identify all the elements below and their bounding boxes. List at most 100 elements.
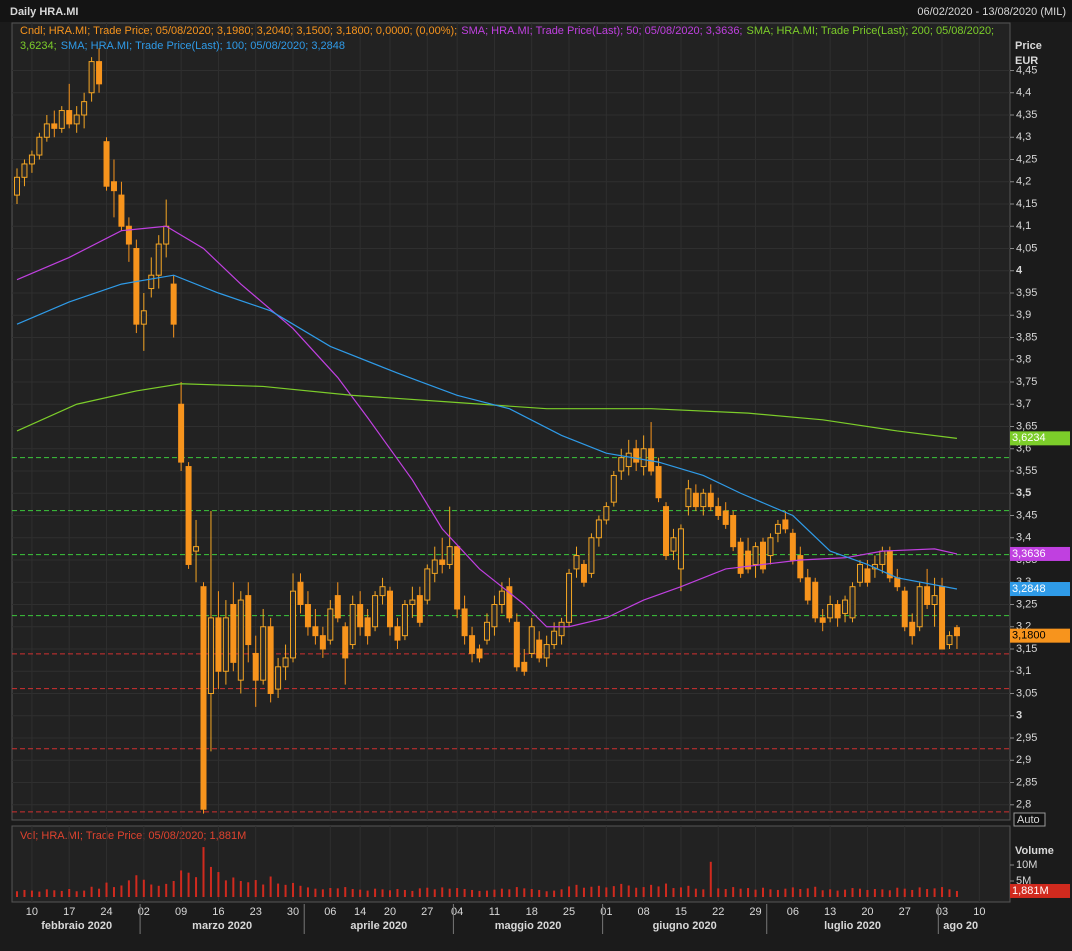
candle-body [185, 466, 192, 565]
candle-body [916, 586, 923, 628]
candle-body [491, 604, 498, 628]
x-tick-label: 16 [212, 906, 224, 918]
candle-body [43, 123, 50, 138]
candle-body [96, 61, 103, 85]
volume-bar [926, 889, 929, 897]
volume-bar [941, 887, 944, 897]
y-tick-label: 3,95 [1016, 287, 1037, 299]
volume-bar [821, 890, 824, 897]
volume-bar [217, 872, 220, 897]
volume-bar [351, 889, 354, 897]
volume-bar [754, 889, 757, 897]
volume-bar [858, 888, 861, 897]
candle-body [282, 657, 289, 668]
candle-body [312, 626, 319, 637]
last-value-label: 1,881M [1012, 885, 1049, 897]
volume-bar [829, 889, 832, 897]
candle-body [864, 568, 871, 583]
chart-title: Daily HRA.MI [10, 6, 78, 18]
y-tick-label: 4,4 [1016, 87, 1031, 99]
candle-body [782, 519, 789, 530]
candle-body [595, 519, 602, 539]
y-tick-label: 3,4 [1016, 532, 1031, 544]
volume-bar [247, 882, 250, 897]
candle-body [580, 563, 587, 583]
candle-body [327, 608, 334, 641]
candle-body [379, 586, 386, 597]
candle-body [200, 586, 207, 810]
candle-body [737, 541, 744, 574]
candle-body [461, 608, 468, 637]
x-group-label: luglio 2020 [824, 920, 881, 932]
volume-bar [747, 888, 750, 897]
volume-bar [389, 890, 391, 897]
volume-bar [627, 885, 630, 897]
volume-bar [642, 887, 645, 897]
volume-bar [762, 887, 764, 897]
scale-mode-box[interactable] [1013, 812, 1046, 827]
candle-body [58, 110, 65, 129]
y-tick-label: 4 [1016, 265, 1023, 277]
x-tick-label: 17 [63, 906, 75, 918]
x-tick-label: 09 [175, 906, 187, 918]
y-tick-label: 2,95 [1016, 732, 1037, 744]
candle-body [230, 604, 237, 663]
candle-body [14, 176, 20, 196]
x-tick-label: 20 [861, 906, 873, 918]
candle-body [543, 644, 550, 659]
volume-bar [411, 890, 414, 897]
volume-bar [75, 891, 78, 897]
candle-body [401, 604, 408, 637]
candle-body [469, 635, 476, 654]
volume-bar [195, 877, 198, 897]
candle-body [894, 577, 901, 588]
volume-bar [292, 882, 295, 897]
volume-bar [23, 889, 26, 897]
volume-bar [575, 884, 578, 897]
x-tick-label: 24 [100, 906, 112, 918]
candle-body [193, 546, 200, 552]
volume-bar [844, 889, 847, 897]
volume-bar [523, 888, 526, 897]
candle-body [342, 626, 349, 659]
candle-body [677, 528, 684, 570]
x-tick-label: 02 [138, 906, 150, 918]
candle-body [752, 546, 759, 565]
legend-entry: SMA; HRA.MI; Trade Price(Last); 200; 05/… [20, 25, 995, 52]
y-tick-label: 3,75 [1016, 376, 1037, 388]
x-tick-label: 27 [421, 906, 433, 918]
candle-body [551, 630, 558, 646]
candle-body [439, 559, 446, 565]
x-group-label: aprile 2020 [350, 920, 407, 932]
last-value-tag [1010, 883, 1070, 898]
volume-bar [717, 888, 720, 897]
volume-bar [724, 889, 727, 897]
volume-bar [381, 889, 384, 897]
legend-entry: SMA; HRA.MI; Trade Price(Last); 100; 05/… [60, 40, 346, 52]
candle-body [856, 563, 863, 583]
volume-bar [98, 888, 101, 897]
volume-bar [665, 883, 668, 897]
y-tick-label: 3,6 [1016, 443, 1031, 455]
volume-bar [209, 866, 212, 897]
volume-bar [68, 889, 71, 897]
sma-line [16, 274, 958, 590]
candle-body [670, 537, 677, 552]
scale-mode[interactable]: Auto [1017, 814, 1040, 826]
candle-body [640, 448, 647, 468]
candle-body [946, 635, 953, 646]
volume-bar [776, 889, 779, 897]
volume-bar [269, 876, 272, 897]
candle-body [506, 586, 513, 619]
volume-bar [239, 881, 242, 897]
volume-bar [448, 888, 451, 897]
volume-bar [366, 890, 369, 897]
candle-body [767, 537, 774, 557]
candle-body [566, 572, 573, 623]
candle-body [222, 617, 229, 672]
x-group-label: febbraio 2020 [41, 920, 112, 932]
candle-body [148, 274, 155, 290]
candle-body [387, 590, 393, 628]
candle-body [409, 599, 416, 606]
